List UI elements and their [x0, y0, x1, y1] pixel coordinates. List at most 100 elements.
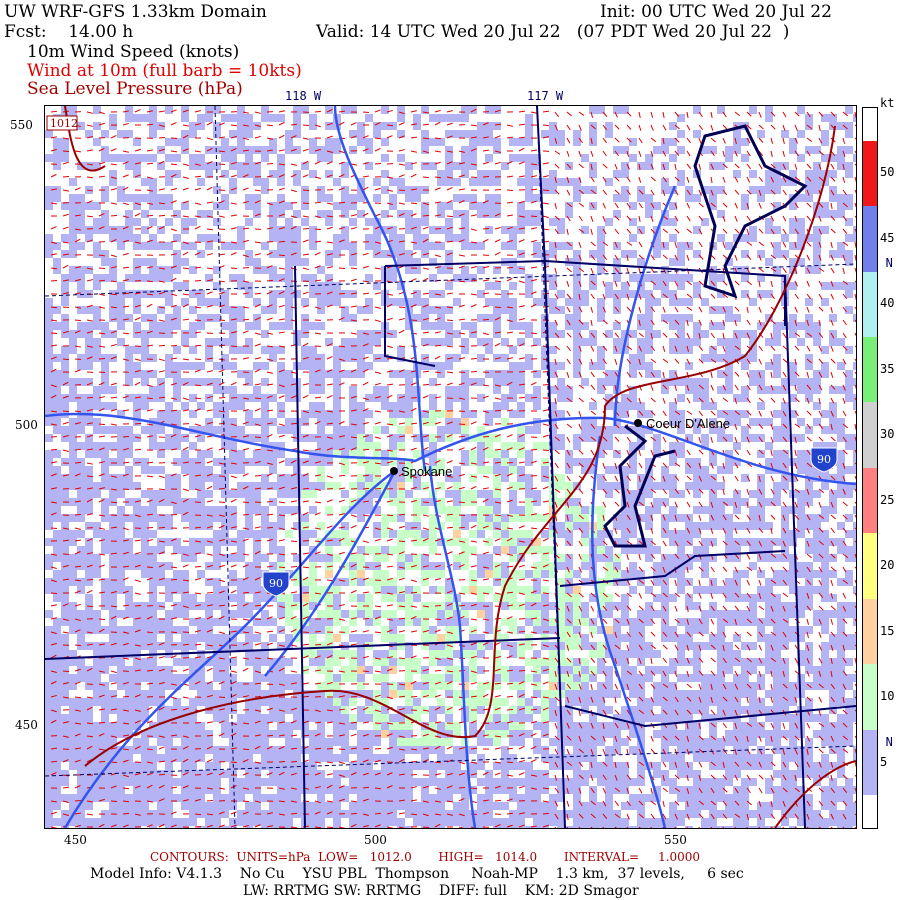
wind-barb	[434, 669, 442, 672]
wind-barb	[638, 670, 644, 677]
wind-barb	[638, 202, 643, 209]
wind-barb	[422, 514, 429, 517]
wind-barb	[86, 279, 93, 282]
wind-barb	[758, 644, 762, 651]
wind-barb	[374, 527, 381, 531]
wind-barb	[446, 616, 453, 620]
wind-barb	[746, 215, 751, 222]
wind-barb	[854, 215, 856, 219]
wind-barb	[638, 813, 644, 819]
wind-barb	[410, 202, 418, 205]
wind-barb	[590, 371, 595, 378]
wind-barb	[422, 785, 429, 789]
wind-barb	[686, 358, 691, 365]
wind-barb	[182, 303, 189, 308]
wind-barb	[854, 813, 856, 816]
wind-barb	[242, 564, 249, 568]
wind-barb	[182, 668, 189, 672]
wind-barb	[758, 202, 762, 209]
wind-barb	[482, 642, 489, 646]
wind-barb	[482, 771, 489, 776]
wind-barb	[374, 109, 381, 113]
wind-barb	[758, 267, 764, 273]
map-panel[interactable]: 90 90 Spokane Coeur D'Alene 1012	[44, 105, 857, 829]
wind-barb	[722, 566, 728, 572]
wind-barb	[254, 604, 262, 607]
wind-barb	[386, 280, 393, 284]
wind-barb	[650, 748, 656, 754]
wind-barb	[398, 695, 406, 698]
wind-barb	[770, 436, 774, 443]
wind-barb	[722, 774, 728, 780]
wind-barb	[722, 371, 728, 377]
wind-barb	[506, 655, 513, 659]
wind-barb	[686, 189, 691, 196]
wind-barb	[206, 824, 213, 828]
wind-barb	[410, 475, 417, 479]
wind-barb	[698, 241, 703, 248]
wind-barb	[338, 774, 345, 778]
wind-barb	[638, 254, 644, 260]
wind-barb	[554, 410, 558, 417]
wind-barb	[602, 670, 607, 677]
wind-barb	[674, 124, 680, 130]
wind-barb	[146, 526, 154, 529]
wind-barb	[422, 694, 429, 698]
wind-barb	[62, 241, 70, 244]
wind-barb	[662, 787, 668, 793]
wind-barb	[182, 735, 189, 738]
wind-barb	[470, 228, 477, 232]
wind-barb	[662, 150, 667, 157]
wind-barb	[122, 604, 130, 607]
wind-barb	[278, 240, 286, 243]
wind-barb	[854, 644, 856, 647]
wind-barb	[206, 121, 213, 126]
wind-barb	[782, 644, 788, 650]
wind-barb	[686, 475, 692, 481]
wind-barb	[770, 722, 775, 729]
wind-barb	[422, 317, 429, 321]
wind-barb	[758, 761, 762, 768]
wind-barb	[206, 215, 213, 218]
wind-barb	[614, 800, 619, 807]
wind-barb	[590, 267, 594, 274]
wind-barb	[338, 110, 346, 113]
wind-barb	[230, 656, 237, 659]
wind-barb	[110, 824, 117, 828]
wind-barb	[326, 383, 333, 386]
wind-barb	[686, 514, 691, 521]
wind-barb	[854, 384, 856, 389]
wind-barb	[494, 316, 501, 321]
wind-barb	[674, 618, 680, 624]
wind-barb	[542, 215, 549, 219]
wind-barb	[110, 615, 117, 620]
wind-barb	[614, 462, 618, 469]
wind-barb	[230, 241, 237, 244]
wind-barb	[674, 631, 679, 638]
wind-barb	[758, 241, 765, 247]
wind-barb	[854, 462, 856, 465]
wind-barb	[422, 553, 429, 556]
wind-barb	[674, 137, 680, 143]
wind-barb	[602, 176, 607, 183]
wind-barb	[182, 446, 189, 451]
wind-barb	[62, 253, 69, 256]
wind-barb	[506, 357, 513, 360]
wind-barb	[410, 162, 417, 165]
wind-barb	[842, 683, 847, 690]
wind-barb	[746, 189, 752, 195]
wind-barb	[590, 319, 593, 326]
wind-barb	[146, 824, 153, 828]
wind-barb	[122, 734, 130, 737]
wind-barb	[806, 683, 812, 689]
wind-barb	[434, 761, 442, 764]
wind-barb	[734, 501, 738, 508]
wind-barb	[398, 253, 405, 256]
wind-barb	[242, 722, 250, 725]
wind-barb	[830, 553, 836, 559]
wind-barb	[254, 720, 261, 724]
wind-barb	[242, 254, 249, 258]
wind-barb	[590, 631, 594, 638]
wind-barb	[134, 579, 141, 583]
wind-barb	[686, 774, 689, 781]
